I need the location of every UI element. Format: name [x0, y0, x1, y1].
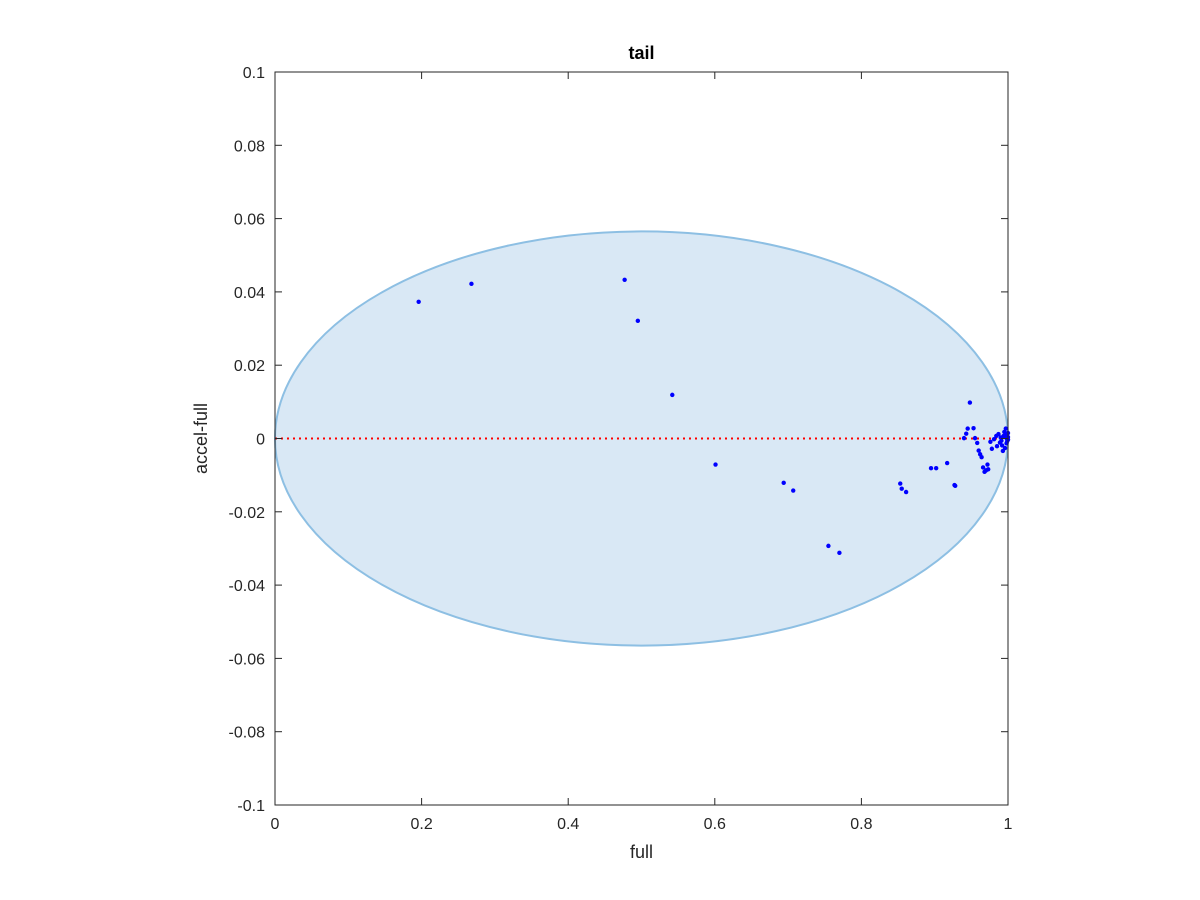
data-point — [469, 281, 474, 287]
y-tick-label: -0.08 — [229, 725, 266, 742]
y-tick-label: 0.06 — [234, 212, 265, 229]
y-tick-label: 0.08 — [234, 138, 265, 155]
data-point — [964, 431, 969, 436]
points-layer — [416, 277, 1011, 556]
y-tick-label: -0.04 — [229, 578, 266, 595]
ticks-layer: 0 0.2 0.4 0.6 0.8 1 -0.1 -0.08 -0.06 -0.04 -0.02 0 0… — [229, 65, 1013, 833]
data-point — [989, 446, 995, 451]
y-axis-label: accel-full — [191, 403, 211, 474]
data-point — [898, 481, 903, 486]
data-point — [999, 438, 1004, 443]
x-tick-label: 0.2 — [410, 816, 432, 833]
y-tick-label: -0.06 — [229, 651, 266, 668]
data-point — [670, 392, 675, 398]
y-tick-label: -0.02 — [229, 505, 266, 522]
data-point — [972, 435, 978, 441]
x-tick-label: 0.6 — [704, 816, 726, 833]
data-point — [826, 543, 831, 549]
data-point — [976, 448, 981, 453]
data-point — [928, 465, 934, 471]
data-point — [635, 318, 641, 324]
data-point — [791, 488, 796, 493]
data-point — [903, 489, 909, 495]
data-point — [1002, 445, 1008, 451]
data-point — [980, 465, 986, 470]
data-point — [994, 443, 1000, 449]
y-tick-label: -0.1 — [237, 798, 265, 815]
data-point — [933, 465, 939, 471]
data-point — [416, 299, 421, 304]
data-point — [971, 426, 976, 431]
data-point — [986, 467, 991, 472]
data-point — [996, 431, 1001, 437]
data-point — [965, 426, 970, 431]
chart-title: tail — [628, 43, 654, 63]
x-tick-label: 0.4 — [557, 816, 579, 833]
data-point — [961, 435, 967, 441]
x-tick-label: 0 — [271, 816, 280, 833]
data-point — [899, 486, 904, 491]
x-axis-label: full — [630, 842, 653, 862]
x-tick-label: 1 — [1004, 816, 1013, 833]
data-point — [837, 550, 842, 556]
data-point — [781, 480, 786, 486]
data-point — [979, 454, 984, 460]
data-point — [999, 443, 1005, 448]
y-tick-label: 0.1 — [243, 65, 265, 82]
data-point — [991, 437, 997, 442]
x-tick-label: 0.8 — [850, 816, 872, 833]
data-point — [985, 462, 990, 467]
y-tick-label: 0 — [256, 432, 265, 449]
data-point — [1003, 426, 1009, 431]
data-point — [622, 277, 627, 283]
data-point — [975, 440, 980, 446]
data-point — [713, 462, 718, 467]
data-point — [944, 460, 950, 466]
data-point — [988, 439, 993, 444]
y-tick-label: 0.04 — [234, 285, 265, 302]
y-tick-label: 0.02 — [234, 358, 265, 375]
data-point — [967, 400, 973, 405]
data-point — [953, 483, 958, 488]
